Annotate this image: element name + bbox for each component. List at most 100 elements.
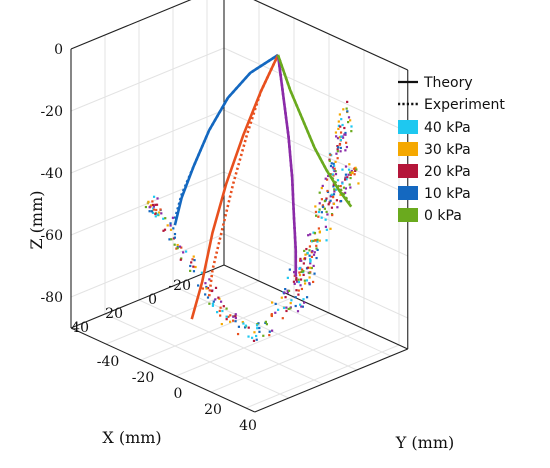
experiment-point	[262, 334, 265, 337]
experiment-point	[325, 239, 328, 242]
z-tick-label: -40	[40, 166, 63, 182]
experiment-point	[256, 327, 259, 330]
legend-pressure-swatch	[398, 208, 418, 222]
experiment-point	[204, 282, 207, 285]
experiment-point	[255, 334, 258, 338]
experiment-point	[168, 238, 171, 241]
box-edge	[70, 0, 192, 50]
experiment-point	[268, 334, 271, 337]
experiment-point	[151, 200, 154, 203]
experiment-point	[343, 126, 346, 130]
experiment-point	[247, 326, 250, 329]
grid-line-x	[138, 299, 323, 385]
experiment-point	[214, 298, 217, 301]
experiment-point	[294, 296, 297, 299]
grid-line-y	[105, 280, 260, 345]
experiment-point	[318, 191, 321, 194]
experiment-point	[345, 178, 348, 181]
grid-line-z	[70, 233, 225, 298]
experiment-point	[297, 293, 300, 296]
experiment-point	[166, 224, 169, 227]
experiment-point	[220, 322, 223, 326]
experiment-point	[154, 203, 157, 206]
experiment-point	[206, 287, 210, 290]
experiment-point	[321, 204, 325, 207]
experiment-point	[318, 208, 321, 211]
experiment-point	[348, 163, 351, 166]
experiment-point	[162, 217, 165, 220]
experiment-point	[332, 196, 335, 199]
experiment-point	[206, 296, 210, 299]
experiment-point	[321, 205, 325, 208]
experiment-point	[298, 267, 301, 270]
y-axis-label: Y (mm)	[395, 433, 454, 452]
experiment-point	[180, 246, 183, 249]
experiment-point	[315, 256, 318, 260]
experiment-point	[339, 146, 342, 150]
experiment-point	[302, 269, 305, 273]
experiment-point	[192, 270, 196, 273]
experiment-point	[347, 173, 350, 176]
experiment-point	[191, 258, 194, 261]
z-axis-label: Z (mm)	[27, 190, 46, 249]
experiment-point	[196, 284, 200, 287]
experiment-point	[150, 210, 153, 213]
experiment-point	[285, 309, 288, 313]
experiment-point	[324, 177, 327, 180]
experiment-point	[305, 279, 309, 282]
experiment-point	[335, 199, 339, 202]
grid-line-z	[70, 0, 192, 50]
experiment-point	[339, 150, 342, 153]
experiment-point	[302, 262, 305, 265]
experiment-point	[353, 167, 356, 170]
experiment-point	[270, 329, 274, 332]
experiment-point	[317, 227, 320, 230]
experiment-point	[332, 183, 335, 186]
experiment-point	[336, 157, 339, 160]
experiment-point	[225, 315, 228, 318]
experiment-point	[274, 302, 277, 306]
experiment-point	[208, 302, 211, 305]
experiment-point	[295, 289, 298, 292]
experiment-point	[156, 213, 159, 216]
experiment-point	[345, 141, 348, 144]
experiment-point	[305, 296, 309, 299]
experiment-point	[340, 199, 343, 203]
legend-pressure-label: 0 kPa	[424, 208, 462, 224]
experiment-point	[159, 208, 162, 211]
experiment-point	[225, 307, 228, 310]
grid-line-y	[175, 312, 330, 377]
experiment-point	[339, 193, 342, 196]
experiment-point	[303, 279, 306, 282]
experiment-point	[335, 152, 338, 155]
experiment-point	[228, 320, 232, 323]
experiment-point	[299, 284, 302, 287]
experiment-point	[323, 200, 326, 203]
experiment-point	[308, 276, 311, 279]
experiment-point	[201, 287, 205, 290]
experiment-point	[154, 212, 157, 215]
experiment-point	[190, 261, 193, 264]
experiment-point	[255, 338, 258, 341]
experiment-point	[232, 315, 235, 318]
experiment-point	[332, 193, 336, 196]
experiment-point	[317, 215, 320, 218]
z-tick-label: -80	[40, 290, 63, 306]
legend-experiment-label: Experiment	[424, 97, 505, 113]
experiment-point	[334, 170, 337, 173]
experiment-point	[314, 205, 317, 208]
experiment-point	[329, 199, 332, 202]
experiment-point	[337, 120, 340, 123]
experiment-point	[176, 243, 179, 247]
experiment-point	[308, 271, 311, 275]
experiment-point	[312, 264, 315, 268]
experiment-point	[328, 201, 331, 204]
experiment-point	[313, 251, 316, 254]
experiment-point	[303, 249, 306, 253]
experiment-point	[325, 210, 328, 213]
experiment-point	[307, 234, 310, 237]
experiment-point	[304, 257, 307, 260]
experiment-point	[326, 189, 329, 193]
experiment-point	[327, 174, 330, 178]
experiment-point	[180, 257, 183, 260]
